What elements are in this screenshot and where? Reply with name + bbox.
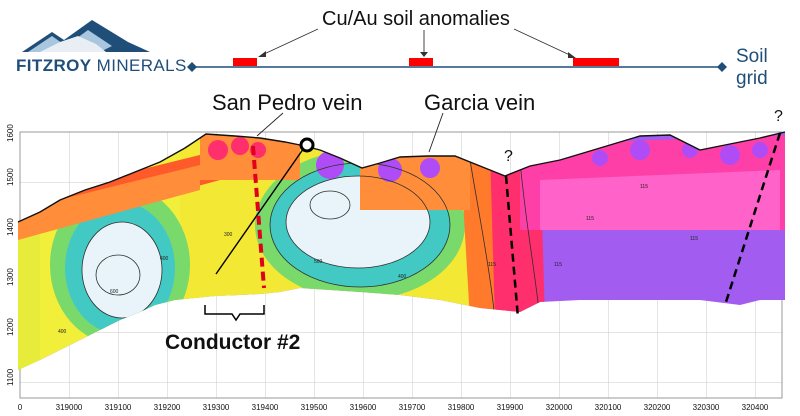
soil-grid-start-marker (187, 62, 197, 72)
conductor-label: Conductor #2 (165, 331, 301, 354)
y-tick-label: 1500 (6, 168, 15, 186)
soil-anomaly-2 (409, 58, 433, 66)
y-tick-label: 1400 (6, 218, 15, 236)
contour-label: 115 (640, 184, 648, 190)
soil-anomaly-1 (233, 58, 257, 66)
san-pedro-vein-trace (251, 145, 266, 289)
query-label-fault-1: ? (504, 148, 513, 165)
contour-label: 115 (488, 262, 496, 268)
contour-label: 400 (398, 274, 407, 280)
mountain-logo-icon (22, 20, 150, 52)
san-pedro-pointer (256, 112, 284, 137)
x-tick-label: 319700 (399, 403, 426, 412)
x-tick-label: 320000 (546, 403, 573, 412)
y-tick-label: 1300 (6, 268, 15, 286)
query-label-fault-2: ? (774, 108, 783, 125)
fault-trace-1 (504, 175, 520, 319)
contour-label: 400 (160, 256, 169, 262)
fault-trace-2 (724, 132, 782, 303)
contour-label: 400 (58, 329, 67, 335)
soil-anomalies-label: Cu/Au soil anomalies (322, 8, 510, 30)
x-tick-label: 319800 (448, 403, 475, 412)
soil-grid-end-marker (717, 62, 727, 72)
contour-label: 115 (554, 262, 562, 268)
anomaly-arrows (261, 28, 573, 57)
x-tick-label: 319000 (56, 403, 83, 412)
x-tick-label: 320200 (644, 403, 671, 412)
y-tick-label: 1600 (6, 124, 15, 142)
y-tick-label: 1200 (6, 318, 15, 336)
y-tick-label: 1100 (6, 368, 15, 386)
x-tick-label: 319500 (301, 403, 328, 412)
y-axis: 1100 1200 1300 1400 1500 1600 (6, 124, 15, 386)
contour-label: 115 (690, 236, 698, 242)
x-tick-label: 319400 (252, 403, 279, 412)
drill-collar-icon (299, 137, 315, 153)
topography-line (17, 131, 786, 223)
x-tick-label: 319300 (203, 403, 230, 412)
x-tick-label: 319200 (154, 403, 181, 412)
x-tick-label: 0 (18, 403, 23, 412)
x-tick-label: 319100 (105, 403, 132, 412)
soil-grid-label-line2: grid (736, 68, 768, 89)
conductor-bracket (204, 305, 265, 322)
contour-label: 115 (586, 216, 594, 222)
brand-logo-text: FITZROY MINERALS (16, 56, 187, 76)
x-tick-label: 319600 (350, 403, 377, 412)
soil-grid-label: Soil grid (736, 46, 768, 90)
garcia-pointer (428, 112, 444, 153)
x-tick-label: 319900 (497, 403, 524, 412)
brand-light: MINERALS (91, 56, 187, 75)
anomaly-arrowheads (258, 51, 576, 58)
x-tick-label: 320400 (742, 403, 769, 412)
x-tick-label: 320300 (693, 403, 720, 412)
x-tick-label: 320100 (595, 403, 622, 412)
contour-label-group: 600 400 300 500 400 400 115 115 115 115 … (58, 184, 698, 335)
contour-label: 600 (110, 289, 119, 295)
soil-anomaly-3 (573, 58, 619, 66)
garcia-vein-label: Garcia vein (424, 90, 536, 115)
brand-bold: FITZROY (16, 56, 92, 75)
san-pedro-vein-label: San Pedro vein (212, 90, 363, 115)
drill-hole-trace (215, 144, 307, 275)
contour-label: 500 (314, 259, 323, 265)
x-axis: 0 319000 319100 319200 319300 319400 319… (18, 403, 769, 412)
contour-label: 300 (224, 232, 233, 238)
soil-grid-label-line1: Soil (736, 46, 768, 67)
